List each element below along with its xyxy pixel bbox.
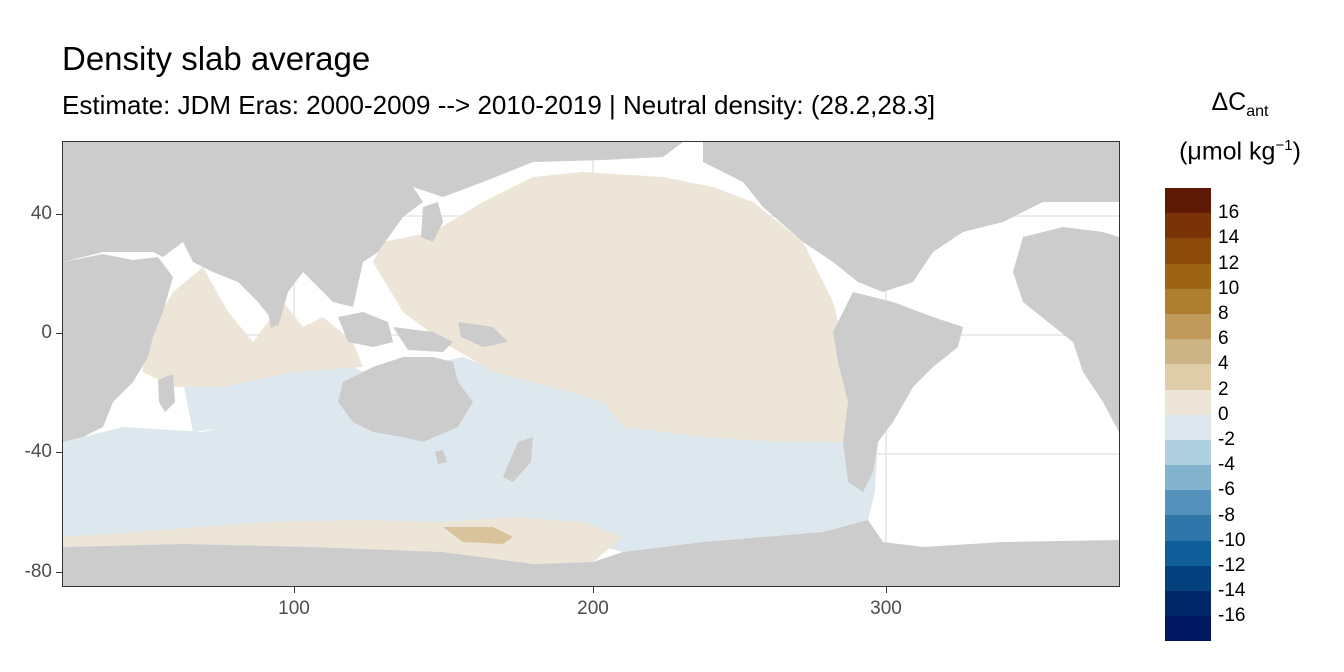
legend-label: 8 [1218, 303, 1229, 324]
legend-label: 4 [1218, 353, 1229, 375]
legend-swatch [1165, 616, 1211, 642]
legend-swatch [1165, 339, 1211, 365]
indian-ocean-region [143, 267, 363, 387]
southern-ocean-region [63, 357, 878, 552]
legend-label: 2 [1218, 378, 1229, 400]
y-tick-label: -80 [24, 561, 52, 582]
legend-label: -14 [1218, 580, 1246, 602]
legend-label: -2 [1218, 429, 1235, 450]
legend-colorbar [1165, 188, 1211, 642]
legend-swatch [1165, 263, 1211, 289]
legend-label: 0 [1218, 403, 1229, 425]
legend-swatch [1165, 540, 1211, 566]
x-tick-label: 300 [870, 598, 902, 619]
legend-swatch [1165, 364, 1211, 390]
chart-subtitle: Estimate: JDM Eras: 2000-2009 --> 2010-2… [62, 90, 936, 120]
legend-title-main: ΔC [1211, 88, 1247, 116]
legend-swatch [1165, 515, 1211, 541]
legend-unit-pre: (μmol kg [1179, 137, 1276, 166]
y-tick-mark [56, 333, 62, 334]
legend-label: -4 [1218, 454, 1235, 476]
legend-label: 6 [1218, 328, 1229, 350]
legend-label: 16 [1218, 202, 1240, 224]
legend-label: 10 [1218, 277, 1240, 299]
pacific-ocean-region [373, 172, 853, 442]
legend-label: -6 [1218, 479, 1235, 501]
map-panel [62, 141, 1120, 587]
y-tick-label: 40 [30, 203, 52, 224]
legend-title-line1: ΔCant [1160, 88, 1320, 121]
legend-swatch [1165, 439, 1211, 466]
x-tick-mark [593, 587, 594, 593]
legend-swatch [1165, 490, 1211, 516]
legend-swatch [1165, 313, 1211, 340]
antarctic-warm-deep [443, 527, 513, 544]
legend-swatch [1165, 591, 1211, 617]
legend-swatch [1165, 213, 1211, 239]
land [63, 142, 1119, 586]
legend-swatch [1165, 188, 1211, 214]
legend-title-line2: (μmol kg−1) [1160, 137, 1320, 166]
legend-swatch [1165, 238, 1211, 264]
legend-title-sub: ant [1246, 103, 1269, 120]
legend-swatch [1165, 414, 1211, 440]
y-tick-mark [56, 214, 62, 215]
map-svg [63, 142, 1119, 586]
legend-label: -16 [1218, 605, 1246, 627]
legend-label: 14 [1218, 227, 1240, 249]
y-tick-mark [56, 572, 62, 573]
x-tick-label: 200 [577, 598, 609, 619]
legend-unit-sup: −1 [1275, 137, 1293, 154]
legend-swatch [1165, 465, 1211, 491]
legend-swatch [1165, 288, 1211, 314]
legend-swatch [1165, 389, 1211, 415]
y-tick-label: 0 [41, 322, 52, 343]
legend-unit-post: ) [1292, 137, 1301, 166]
y-tick-label: -40 [24, 441, 52, 462]
legend-label: 12 [1218, 252, 1240, 274]
y-tick-mark [56, 452, 62, 453]
x-tick-mark [886, 587, 887, 593]
legend-label: -8 [1218, 504, 1235, 526]
legend-label: -10 [1218, 529, 1246, 551]
legend-label: -12 [1218, 555, 1246, 576]
x-tick-mark [294, 587, 295, 593]
legend-swatch [1165, 565, 1211, 591]
chart-title: Density slab average [62, 40, 371, 77]
x-tick-label: 100 [278, 598, 310, 619]
